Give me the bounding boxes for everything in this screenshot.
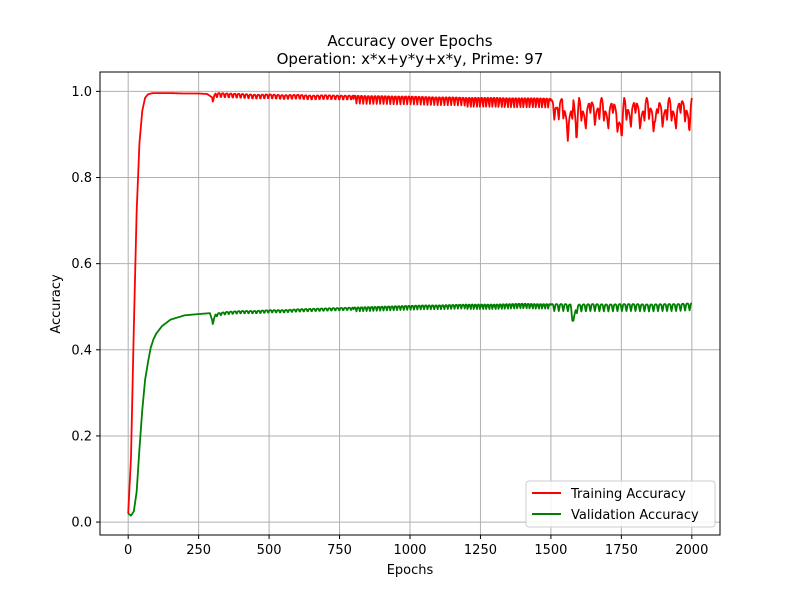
y-tick-label: 0.2 <box>71 429 92 444</box>
x-tick-label: 250 <box>186 543 211 558</box>
series-layer <box>127 92 693 517</box>
validation-accuracy-line <box>127 302 693 517</box>
x-tick-label: 2000 <box>675 543 708 558</box>
training-accuracy-line <box>127 92 693 514</box>
y-axis-title: Accuracy <box>49 274 64 334</box>
x-tick-label: 750 <box>327 543 352 558</box>
y-tick-label: 0.8 <box>71 171 92 186</box>
legend-box <box>525 480 716 528</box>
legend-label-validation: Validation Accuracy <box>571 508 699 523</box>
chart-subtitle: Operation: x*x+y*y+x*y, Prime: 97 <box>277 50 544 68</box>
x-tick-label: 1750 <box>605 543 638 558</box>
legend: Training Accuracy Validation Accuracy <box>525 480 716 528</box>
x-tick-label: 1500 <box>534 543 567 558</box>
ticks: 0 250 500 750 1000 1250 1500 1750 2000 0.0 0.2 0.4 0… <box>71 85 708 558</box>
chart-title: Accuracy over Epochs <box>327 32 492 50</box>
x-tick-label: 500 <box>257 543 282 558</box>
x-tick-label: 0 <box>124 543 132 558</box>
x-axis-title: Epochs <box>387 563 434 578</box>
legend-label-training: Training Accuracy <box>570 487 686 502</box>
y-tick-label: 1.0 <box>71 85 92 100</box>
x-tick-label: 1250 <box>464 543 497 558</box>
x-tick-label: 1000 <box>393 543 426 558</box>
y-tick-label: 0.4 <box>71 343 92 358</box>
y-tick-label: 0.0 <box>71 516 92 531</box>
y-tick-label: 0.6 <box>71 257 92 272</box>
